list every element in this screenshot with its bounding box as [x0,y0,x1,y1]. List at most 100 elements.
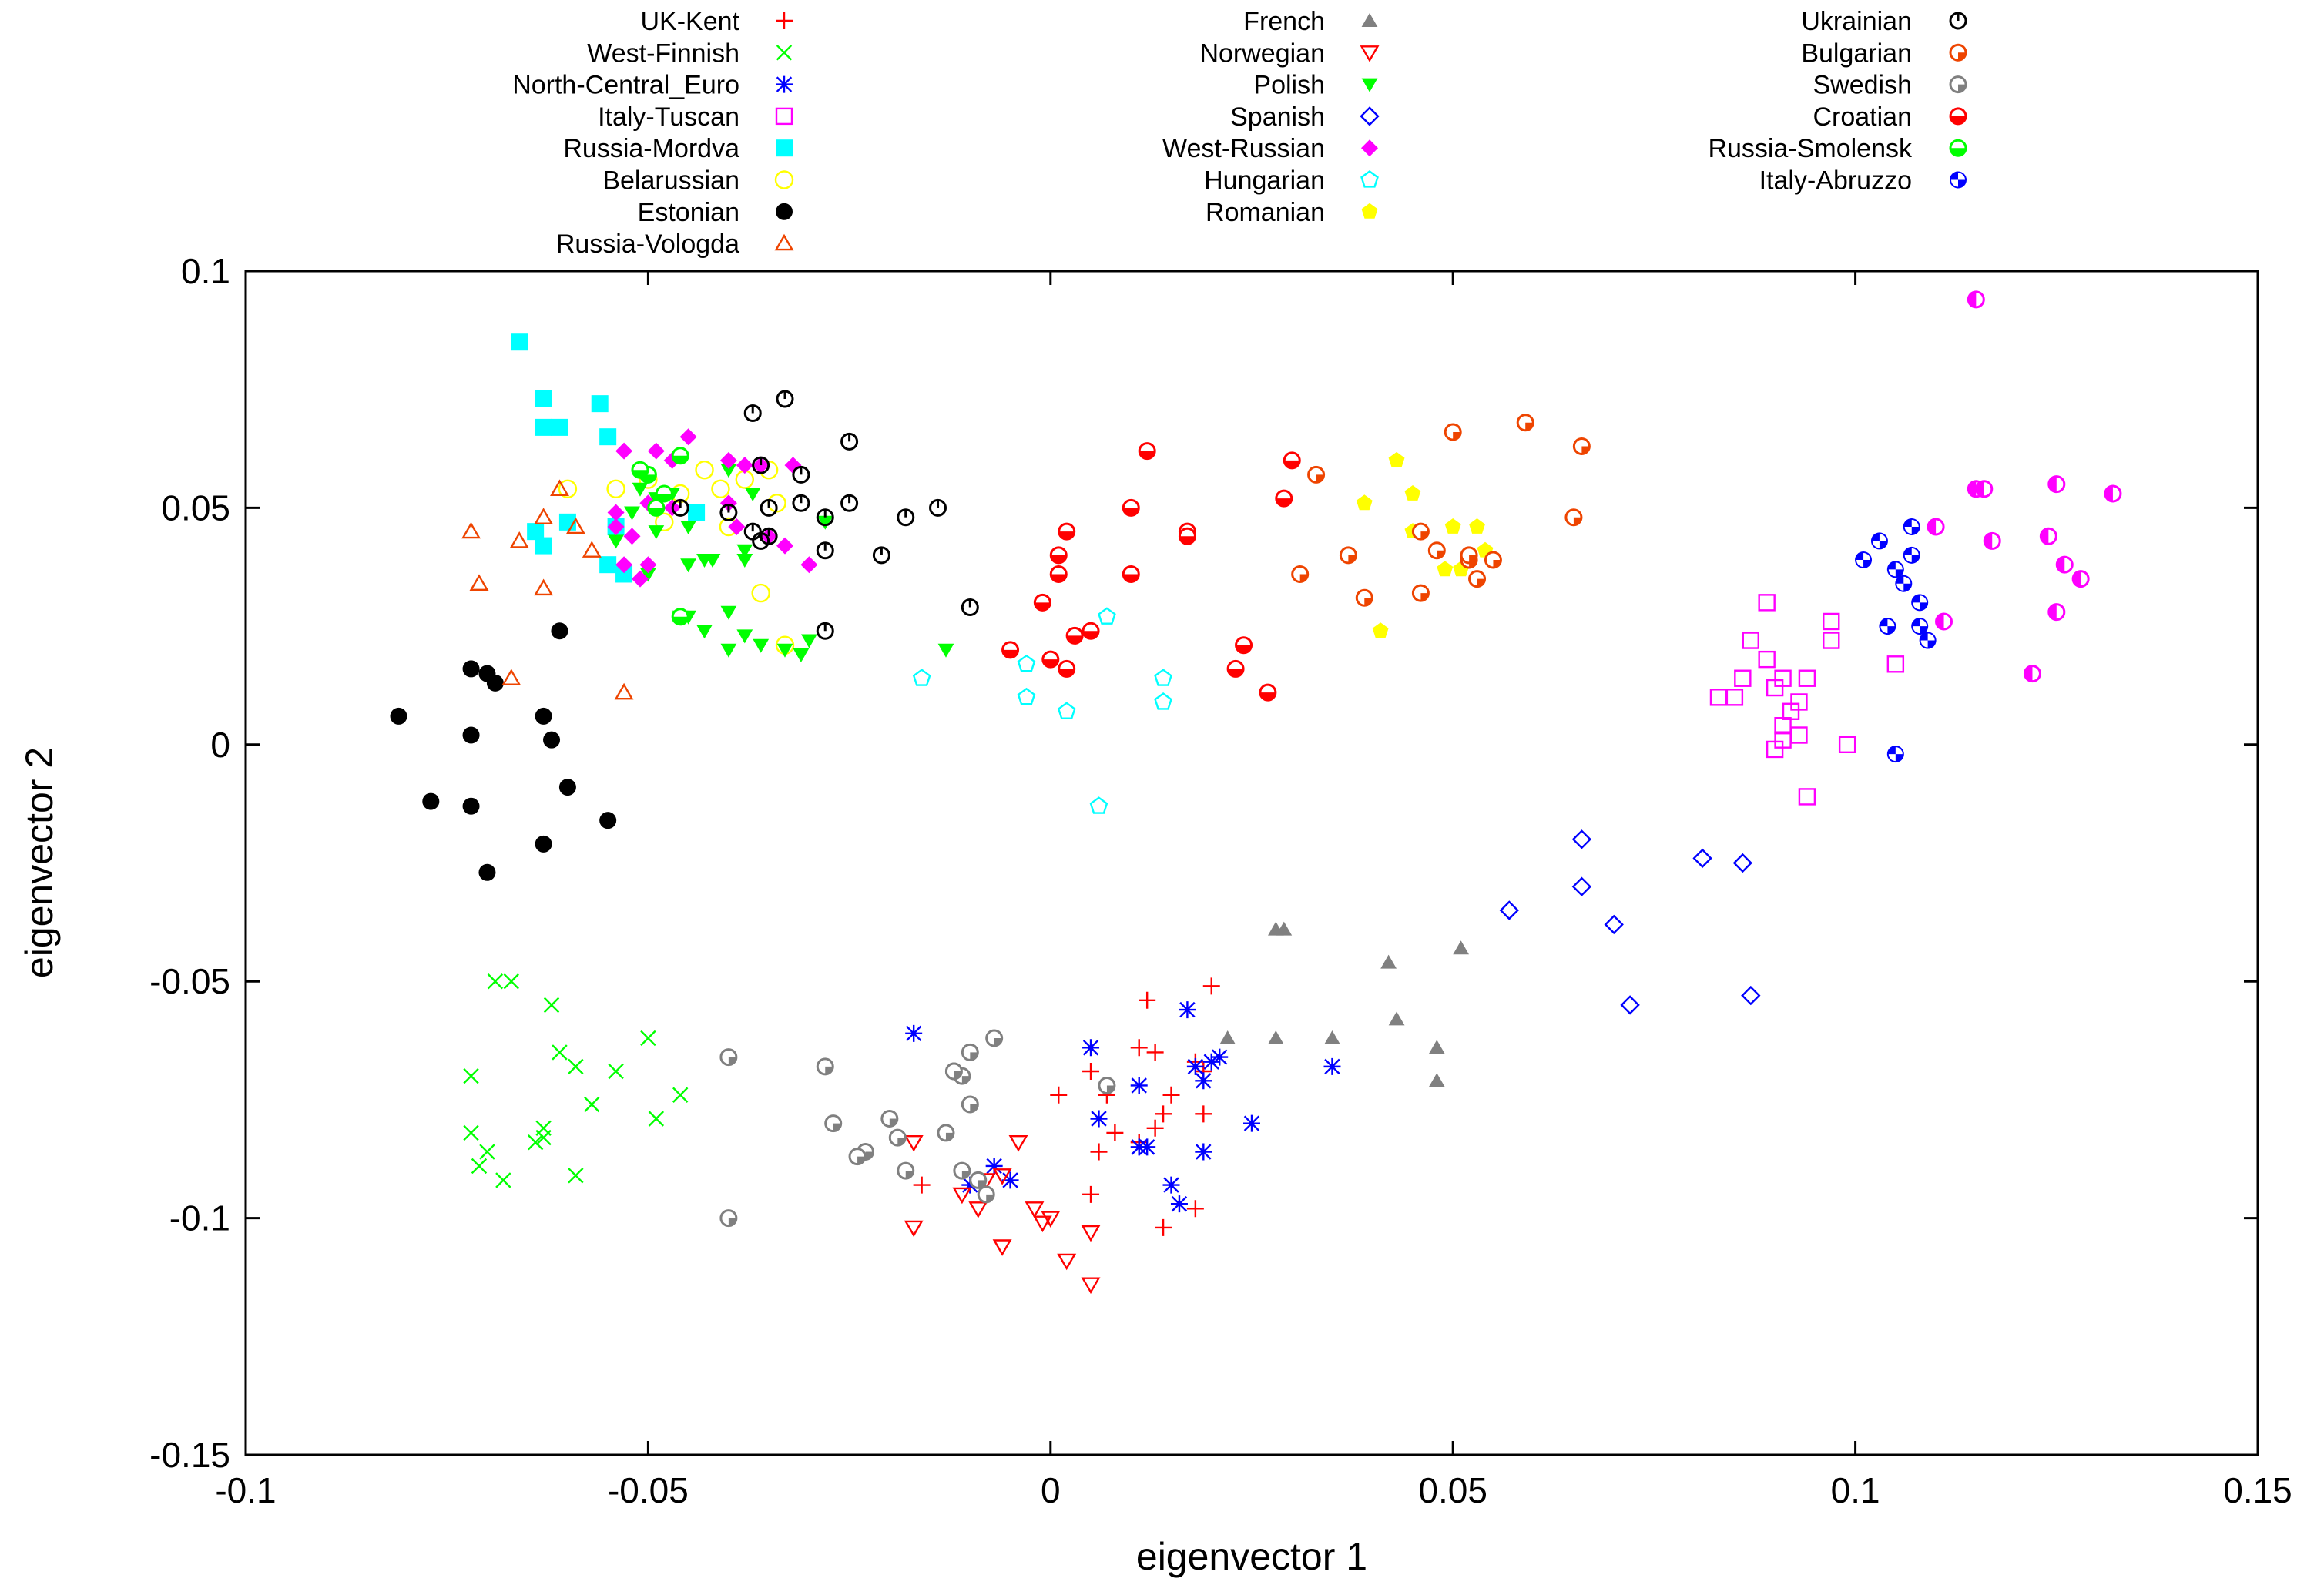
data-point [461,521,481,539]
data-point [720,643,737,658]
data-point [608,1063,624,1080]
data-point [969,1171,988,1189]
x-tick-label: 0 [1041,1470,1061,1510]
data-point [688,504,706,521]
data-point [1983,531,2001,550]
data-point [1032,1215,1052,1233]
data-point [1879,618,1896,635]
data-point [479,1144,495,1160]
data-point [582,541,602,558]
data-point [719,1209,738,1228]
data-point [1081,1225,1101,1242]
series-italy-tuscan [1709,594,1905,806]
data-point [1870,532,1888,550]
data-point [985,1157,1003,1175]
data-point [1017,687,1036,705]
data-point [1025,1201,1045,1218]
series-russia-smolensk [631,447,689,626]
data-point [953,1161,971,1180]
data-point [961,1043,979,1061]
data-point [1058,659,1076,678]
data-point [469,574,489,591]
data-point [558,479,578,499]
data-point [1734,669,1752,687]
data-point [478,863,496,881]
data-point [1967,290,1985,309]
data-point [872,546,890,565]
legend-label: Russia-Smolensk [1708,134,1913,163]
data-point [463,1067,479,1084]
data-point [1017,654,1036,672]
data-point [1460,546,1478,565]
data-point [800,556,818,574]
data-point [1090,1143,1108,1161]
data-point [1154,669,1172,686]
data-point [568,1058,584,1075]
data-point [711,479,730,499]
data-point [696,625,713,639]
data-point [1564,508,1583,527]
series-ukrainian [671,390,979,640]
data-point [695,461,714,480]
legend-label: Italy-Abruzzo [1759,166,1912,196]
legend-label: Swedish [1813,71,1912,100]
data-point [944,1062,963,1081]
data-point [1911,594,1929,612]
data-point [471,1158,488,1175]
legend-label: Bulgarian [1801,39,1912,68]
data-point [1130,1039,1148,1057]
series-sicily [1927,290,2122,683]
data-point [615,565,633,583]
data-point [1130,1077,1148,1094]
data-point [719,451,737,469]
data-point [1186,1200,1204,1218]
data-point [648,525,665,540]
data-point [1138,442,1156,461]
legend-label: Belarussian [602,166,739,196]
data-point [655,512,674,532]
legend-item-romanian: Romanian [1206,198,1378,227]
data-point [534,578,554,596]
axis-ticks: -0.1 -0.05 0 0.05 0.1 0.15-0.15-0.1-0.0500.05… [149,251,2292,1510]
data-point [1268,1030,1284,1044]
legend-marker [774,233,794,251]
data-point [535,537,552,555]
data-point [1146,1044,1164,1061]
data-point [968,1201,988,1218]
data-point [1307,465,1326,484]
legend-item-norwegian: Norwegian [1199,39,1380,68]
data-point [1291,565,1310,583]
data-point [584,1096,600,1113]
data-point [776,537,793,555]
x-tick-label: 0.1 [1831,1470,1880,1510]
data-point [535,1129,552,1146]
data-point [1243,1114,1260,1132]
legend-item-ukrainian: Ukrainian [1801,7,1967,36]
legend-label: Italy-Tuscan [598,102,739,132]
data-point [1058,522,1076,541]
data-point [1469,518,1485,534]
data-point [1211,1048,1229,1066]
data-point [1186,1057,1204,1075]
legend-item-italy-abruzzo: Italy-Abruzzo [1759,166,1967,196]
data-point [888,1128,907,1147]
data-point [752,457,770,474]
data-point [1355,588,1373,607]
y-tick-label: 0 [210,725,230,765]
data-point [647,442,665,460]
series-hungarian [912,607,1172,814]
plot-frame [244,270,2259,1456]
series-italy-abruzzo [1855,518,1937,763]
series-norwegian [904,1134,1101,1295]
data-point [565,517,585,534]
legend-marker [774,170,794,189]
legend-marker [776,203,793,220]
data-point [1089,796,1108,814]
series-swedish [719,1029,1116,1228]
data-point [1572,437,1591,455]
legend-item-italy-tuscan: Italy-Tuscan [598,102,793,132]
data-point [509,531,529,548]
data-point [568,1168,584,1184]
data-point [1202,977,1220,995]
